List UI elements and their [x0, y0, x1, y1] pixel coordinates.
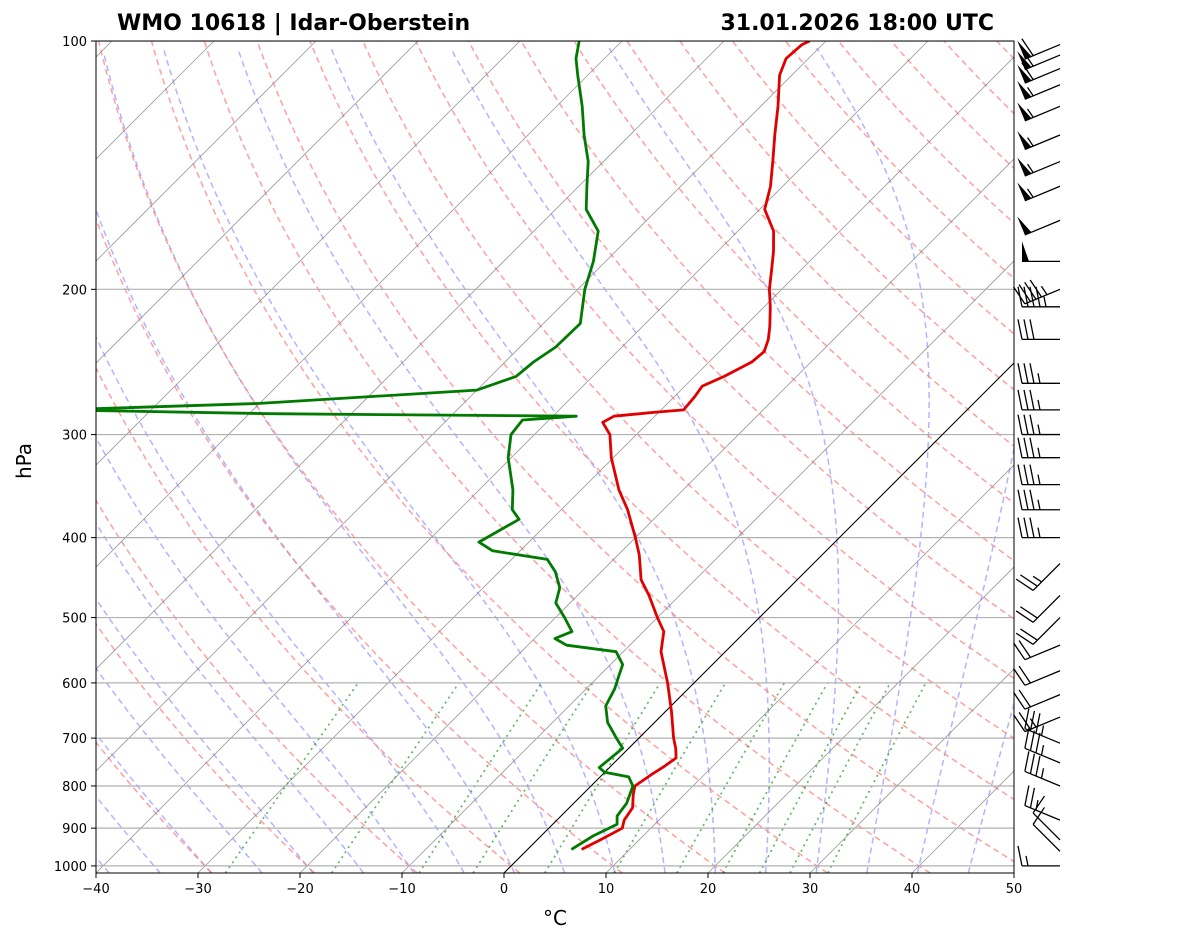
x-tick-label: 40 [904, 882, 921, 897]
chart-title-time: 31.01.2026 18:00 UTC [720, 11, 994, 36]
y-tick-label: 600 [62, 677, 87, 692]
y-axis-label: hPa [12, 443, 36, 479]
x-axis-label: °C [543, 906, 567, 930]
y-tick-label: 900 [62, 822, 87, 837]
x-tick-label: −20 [286, 882, 313, 897]
x-tick-label: 20 [700, 882, 717, 897]
y-tick-label: 1000 [54, 860, 87, 875]
x-tick-label: 50 [1006, 882, 1023, 897]
y-tick-label: 500 [62, 612, 87, 627]
x-tick-label: −40 [82, 882, 109, 897]
x-tick-label: −10 [388, 882, 415, 897]
y-tick-label: 100 [62, 35, 87, 50]
y-tick-label: 200 [62, 283, 87, 298]
y-tick-label: 400 [62, 532, 87, 547]
x-tick-label: 0 [500, 882, 508, 897]
y-tick-label: 800 [62, 780, 87, 795]
chart-title-station: WMO 10618 | Idar-Oberstein [117, 11, 470, 36]
x-tick-label: 10 [598, 882, 615, 897]
x-tick-label: 30 [802, 882, 819, 897]
y-tick-label: 700 [62, 732, 87, 747]
y-tick-label: 300 [62, 429, 87, 444]
x-tick-label: −30 [184, 882, 211, 897]
